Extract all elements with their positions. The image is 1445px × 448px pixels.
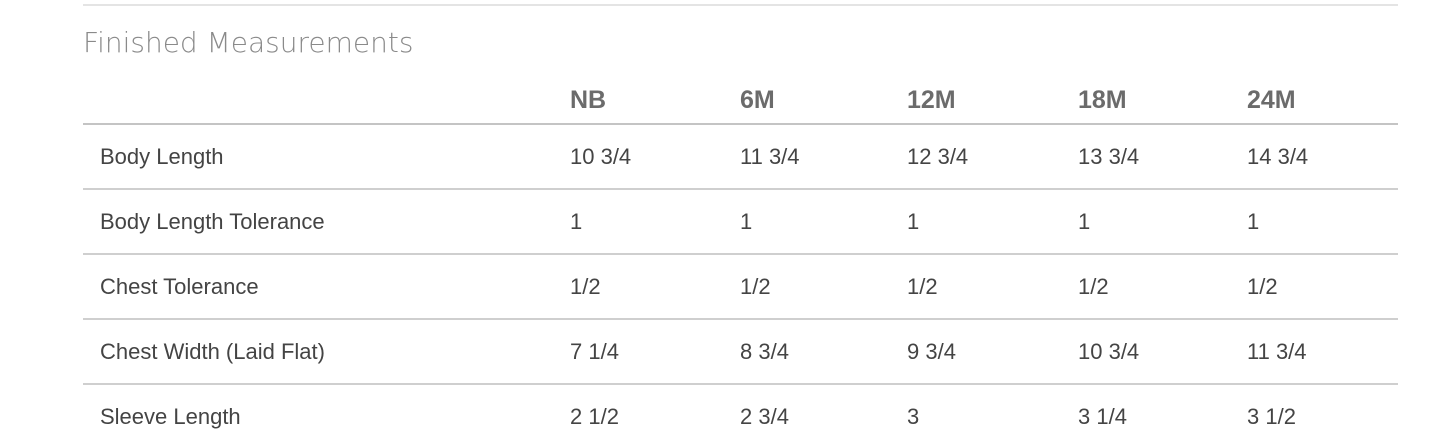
cell-6m: 1/2 <box>740 254 907 320</box>
table-row: Sleeve Length 2 1/2 2 3/4 3 3 1/4 3 1/2 <box>83 384 1398 448</box>
row-label: Chest Tolerance <box>83 254 570 320</box>
table-row: Chest Tolerance 1/2 1/2 1/2 1/2 1/2 <box>83 254 1398 320</box>
row-label: Chest Width (Laid Flat) <box>83 319 570 385</box>
header-nb: NB <box>570 70 740 125</box>
cell-nb: 7 1/4 <box>570 319 740 385</box>
header-12m: 12M <box>907 70 1078 125</box>
table-row: Chest Width (Laid Flat) 7 1/4 8 3/4 9 3/4 10… <box>83 319 1398 385</box>
cell-24m: 1 <box>1247 189 1398 255</box>
top-divider <box>83 4 1398 6</box>
cell-12m: 1/2 <box>907 254 1078 320</box>
cell-12m: 3 <box>907 403 920 429</box>
cell-12m: 1 <box>907 189 1078 255</box>
cell-18m: 3 1/4 <box>1078 403 1127 429</box>
row-label: Body Length Tolerance <box>83 189 570 255</box>
row-label: Sleeve Length <box>100 403 241 429</box>
row-label: Body Length <box>83 124 570 190</box>
cell-18m: 10 3/4 <box>1078 319 1247 385</box>
cell-nb: 1 <box>570 189 740 255</box>
cell-6m: 2 3/4 <box>740 403 789 429</box>
cell-12m: 9 3/4 <box>907 319 1078 385</box>
cell-18m: 1 <box>1078 189 1247 255</box>
cell-18m: 13 3/4 <box>1078 124 1247 190</box>
cell-6m: 11 3/4 <box>740 124 907 190</box>
cell-nb: 1/2 <box>570 254 740 320</box>
header-18m: 18M <box>1078 70 1247 125</box>
cell-12m: 12 3/4 <box>907 124 1078 190</box>
cell-24m: 14 3/4 <box>1247 124 1398 190</box>
cell-6m: 1 <box>740 189 907 255</box>
header-6m: 6M <box>740 70 907 125</box>
cell-24m: 3 1/2 <box>1247 403 1296 429</box>
cell-24m: 11 3/4 <box>1247 319 1398 385</box>
header-24m: 24M <box>1247 70 1398 125</box>
header-label-column <box>83 70 570 125</box>
section-title: Finished Measurements <box>83 26 414 59</box>
table-row: Body Length 10 3/4 11 3/4 12 3/4 13 3/4 14 3/… <box>83 124 1398 190</box>
table-row: Body Length Tolerance 1 1 1 1 1 <box>83 189 1398 255</box>
cell-nb: 2 1/2 <box>570 403 619 429</box>
cell-6m: 8 3/4 <box>740 319 907 385</box>
header-row: NB 6M 12M 18M 24M <box>83 70 1398 125</box>
cell-18m: 1/2 <box>1078 254 1247 320</box>
cell-nb: 10 3/4 <box>570 124 740 190</box>
measurements-table: NB 6M 12M 18M 24M Body Length 10 3/4 11 3/… <box>83 70 1398 448</box>
cell-24m: 1/2 <box>1247 254 1398 320</box>
